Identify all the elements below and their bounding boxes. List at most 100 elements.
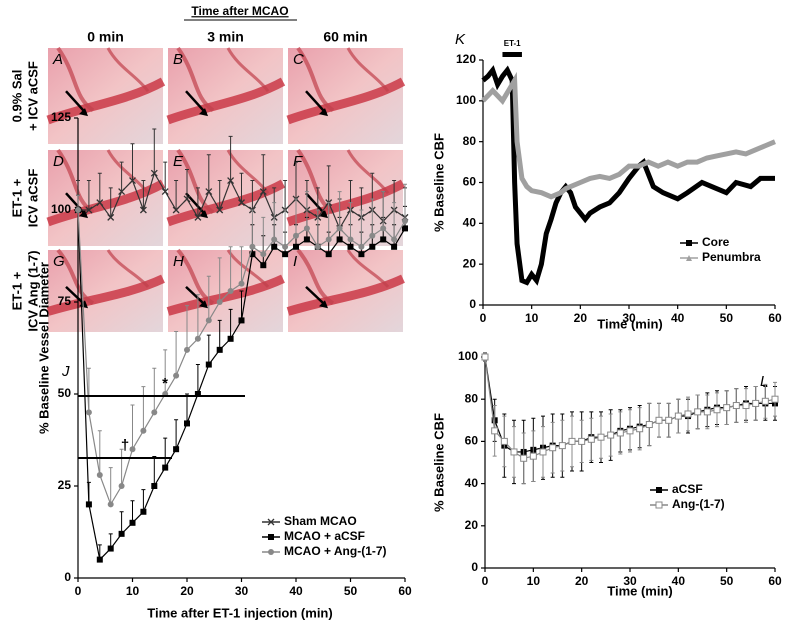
data-point bbox=[752, 399, 760, 407]
row-label: 0.9% Sal bbox=[9, 70, 24, 123]
vessel bbox=[346, 47, 390, 93]
error-bar bbox=[326, 202, 331, 240]
annotation-bar bbox=[502, 52, 522, 57]
data-point bbox=[194, 335, 201, 342]
error-bar bbox=[195, 294, 200, 339]
y-tick-label: 25 bbox=[58, 478, 72, 492]
data-point bbox=[260, 262, 267, 269]
y-tick-label: 0 bbox=[469, 297, 476, 311]
series-line bbox=[481, 65, 775, 286]
data-point bbox=[271, 243, 278, 250]
legend-label: Ang-(1-7) bbox=[672, 497, 725, 511]
error-bar bbox=[163, 349, 168, 394]
error-bar bbox=[152, 128, 157, 174]
error-bar bbox=[239, 246, 244, 284]
y-axis-label: % Baseline CBF bbox=[431, 133, 446, 232]
data-point bbox=[118, 188, 126, 196]
error-bar bbox=[250, 180, 255, 210]
legend-label: MCAO + Ang-(1-7) bbox=[284, 544, 387, 558]
arrow-head bbox=[319, 300, 328, 309]
data-point bbox=[358, 251, 365, 258]
error-bar bbox=[163, 437, 168, 468]
data-point bbox=[742, 402, 750, 410]
data-point bbox=[205, 317, 212, 324]
data-point bbox=[674, 412, 682, 420]
error-bar bbox=[228, 135, 233, 181]
x-tick-label: 30 bbox=[623, 574, 637, 588]
annotation: † bbox=[121, 437, 129, 454]
x-tick-label: 40 bbox=[671, 311, 685, 325]
y-axis-label: % Baseline Vessel Diameter bbox=[36, 262, 51, 434]
data-point bbox=[655, 416, 663, 424]
vessel bbox=[346, 249, 390, 288]
data-point bbox=[85, 206, 93, 214]
y-tick-label: 100 bbox=[456, 93, 476, 107]
x-tick-label: 0 bbox=[480, 311, 487, 325]
error-bar bbox=[228, 246, 233, 291]
error-bar bbox=[130, 404, 135, 450]
vessel bbox=[56, 148, 95, 215]
error-bar bbox=[359, 209, 364, 247]
error-bar bbox=[130, 143, 135, 181]
data-point bbox=[129, 446, 136, 453]
data-point bbox=[520, 454, 528, 462]
data-point bbox=[260, 251, 267, 258]
error-bar bbox=[119, 448, 124, 486]
series-line bbox=[481, 71, 776, 200]
data-point bbox=[151, 483, 158, 489]
data-point bbox=[369, 232, 376, 239]
error-bar bbox=[261, 154, 266, 192]
data-point bbox=[107, 213, 115, 221]
data-point bbox=[336, 236, 343, 243]
x-axis-label: Time (min) bbox=[607, 583, 673, 598]
x-axis-label: Time after ET-1 injection (min) bbox=[147, 605, 332, 620]
data-point bbox=[238, 199, 245, 207]
data-point bbox=[216, 206, 224, 214]
vessel bbox=[46, 77, 166, 125]
data-point bbox=[118, 530, 125, 537]
data-point bbox=[282, 243, 289, 250]
x-tick-label: 0 bbox=[482, 574, 489, 588]
data-point bbox=[771, 395, 779, 403]
data-point bbox=[118, 483, 125, 489]
vessel bbox=[106, 249, 150, 288]
data-point bbox=[402, 218, 408, 225]
data-point bbox=[227, 287, 234, 294]
arrow-head bbox=[199, 108, 208, 117]
photo-letter: I bbox=[293, 253, 297, 270]
data-point bbox=[173, 372, 180, 379]
data-point bbox=[347, 243, 354, 250]
data-point bbox=[139, 206, 147, 214]
data-point bbox=[684, 410, 692, 418]
error-bar bbox=[250, 209, 255, 247]
vessel bbox=[346, 149, 390, 195]
vessel bbox=[296, 148, 335, 215]
annotation: ET-1 bbox=[504, 39, 521, 48]
error-bar bbox=[217, 319, 222, 350]
error-bar bbox=[283, 180, 288, 210]
error-bar bbox=[174, 330, 179, 376]
error-bar bbox=[174, 419, 179, 450]
data-point bbox=[568, 437, 576, 445]
data-point bbox=[703, 408, 711, 416]
y-tick-label: 100 bbox=[458, 349, 478, 363]
x-tick-label: 60 bbox=[768, 574, 782, 588]
x-tick-label: 20 bbox=[574, 311, 588, 325]
vessel bbox=[296, 46, 335, 113]
photo-title: Time after MCAO bbox=[191, 4, 288, 18]
x-axis-label: Time (min) bbox=[597, 316, 663, 331]
data-point bbox=[402, 225, 408, 232]
data-point bbox=[172, 206, 180, 214]
data-point bbox=[205, 188, 213, 196]
data-point bbox=[96, 471, 103, 478]
vessel bbox=[286, 179, 406, 227]
x-tick-label: 30 bbox=[235, 584, 249, 598]
data-point bbox=[184, 346, 190, 353]
arrow bbox=[185, 90, 207, 115]
row-label: ET-1 + bbox=[9, 178, 24, 217]
error-bar bbox=[119, 161, 124, 192]
data-point bbox=[75, 207, 81, 213]
arrow-head bbox=[199, 300, 208, 309]
error-bar bbox=[315, 209, 320, 247]
